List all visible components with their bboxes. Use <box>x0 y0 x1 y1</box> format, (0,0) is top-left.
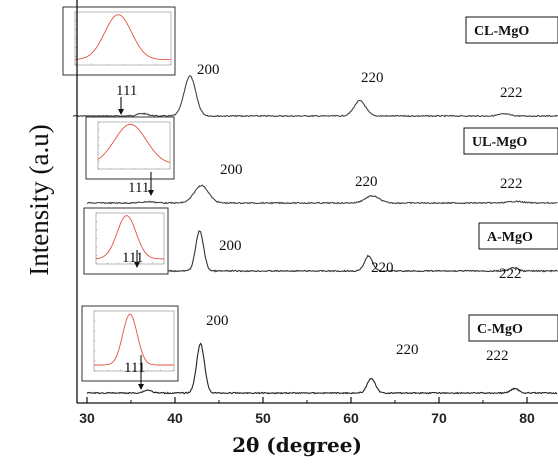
inset-a-mgo <box>83 207 169 275</box>
series-line-ul-mgo <box>86 184 558 205</box>
series-line-c-mgo <box>86 342 558 395</box>
sample-label-cl-mgo: CL-MgO <box>474 24 529 39</box>
peak-label-111: 111 <box>124 360 145 376</box>
peak-label-220: 220 <box>355 174 378 190</box>
inset-frame <box>62 6 176 76</box>
peak-label-111: 111 <box>128 180 149 196</box>
peak-labels: 111 200 220 222 111 200 220 222 111 200 220 222 111 2… <box>116 62 523 390</box>
arrow-head-111 <box>118 109 124 115</box>
series-line-cl-mgo <box>72 75 558 118</box>
peak-label-220: 220 <box>371 260 394 276</box>
inset-frame <box>83 207 169 275</box>
inset-peak-curve <box>95 215 164 260</box>
peak-label-200: 200 <box>197 62 220 78</box>
inset-peak-curve <box>74 14 171 61</box>
inset-frame <box>81 305 179 382</box>
arrow-head-111 <box>134 262 140 268</box>
x-axis-title: 2θ (degree) <box>232 433 362 457</box>
peak-label-220: 220 <box>361 70 384 86</box>
y-axis-title: Intensity (a.u) <box>24 124 54 275</box>
x-tick-label: 40 <box>167 410 183 426</box>
x-tick-label: 50 <box>255 410 271 426</box>
sample-label-box <box>465 16 558 44</box>
x-ticks: 30 40 50 60 70 80 <box>79 397 535 426</box>
peak-label-222: 222 <box>500 176 523 192</box>
x-tick-label: 80 <box>519 410 535 426</box>
sample-label-ul-mgo: UL-MgO <box>472 135 527 150</box>
inset-ul-mgo <box>85 116 175 180</box>
sample-label-box <box>478 222 558 250</box>
inset-c-mgo <box>81 305 179 382</box>
inset-peak-curve <box>94 313 174 366</box>
peak-insets <box>62 6 179 382</box>
arrow-head-111 <box>148 190 154 196</box>
peak-label-222: 222 <box>486 348 509 364</box>
sample-label-c-mgo: C-MgO <box>477 322 523 337</box>
peak-label-222: 222 <box>499 266 522 282</box>
sample-label-box <box>463 127 558 155</box>
x-tick-label: 30 <box>79 410 95 426</box>
peak-label-200: 200 <box>206 313 229 329</box>
peak-label-222: 222 <box>500 85 523 101</box>
peak-label-200: 200 <box>219 238 242 254</box>
inset-cl-mgo <box>62 6 176 76</box>
peak-label-111: 111 <box>116 83 137 99</box>
sample-label-a-mgo: A-MgO <box>487 230 533 245</box>
x-tick-label: 60 <box>343 410 359 426</box>
peak-label-111: 111 <box>122 250 143 266</box>
sample-labels: CL-MgO UL-MgO A-MgO C-MgO <box>463 16 558 342</box>
peak-label-220: 220 <box>396 342 419 358</box>
inset-peak-curve <box>97 123 171 163</box>
x-tick-label: 70 <box>431 410 447 426</box>
inset-frame <box>85 116 175 180</box>
axes: 30 40 50 60 70 80 <box>76 0 558 426</box>
sample-label-box <box>468 314 558 342</box>
peak-label-200: 200 <box>220 162 243 178</box>
arrow-head-111 <box>138 384 144 390</box>
